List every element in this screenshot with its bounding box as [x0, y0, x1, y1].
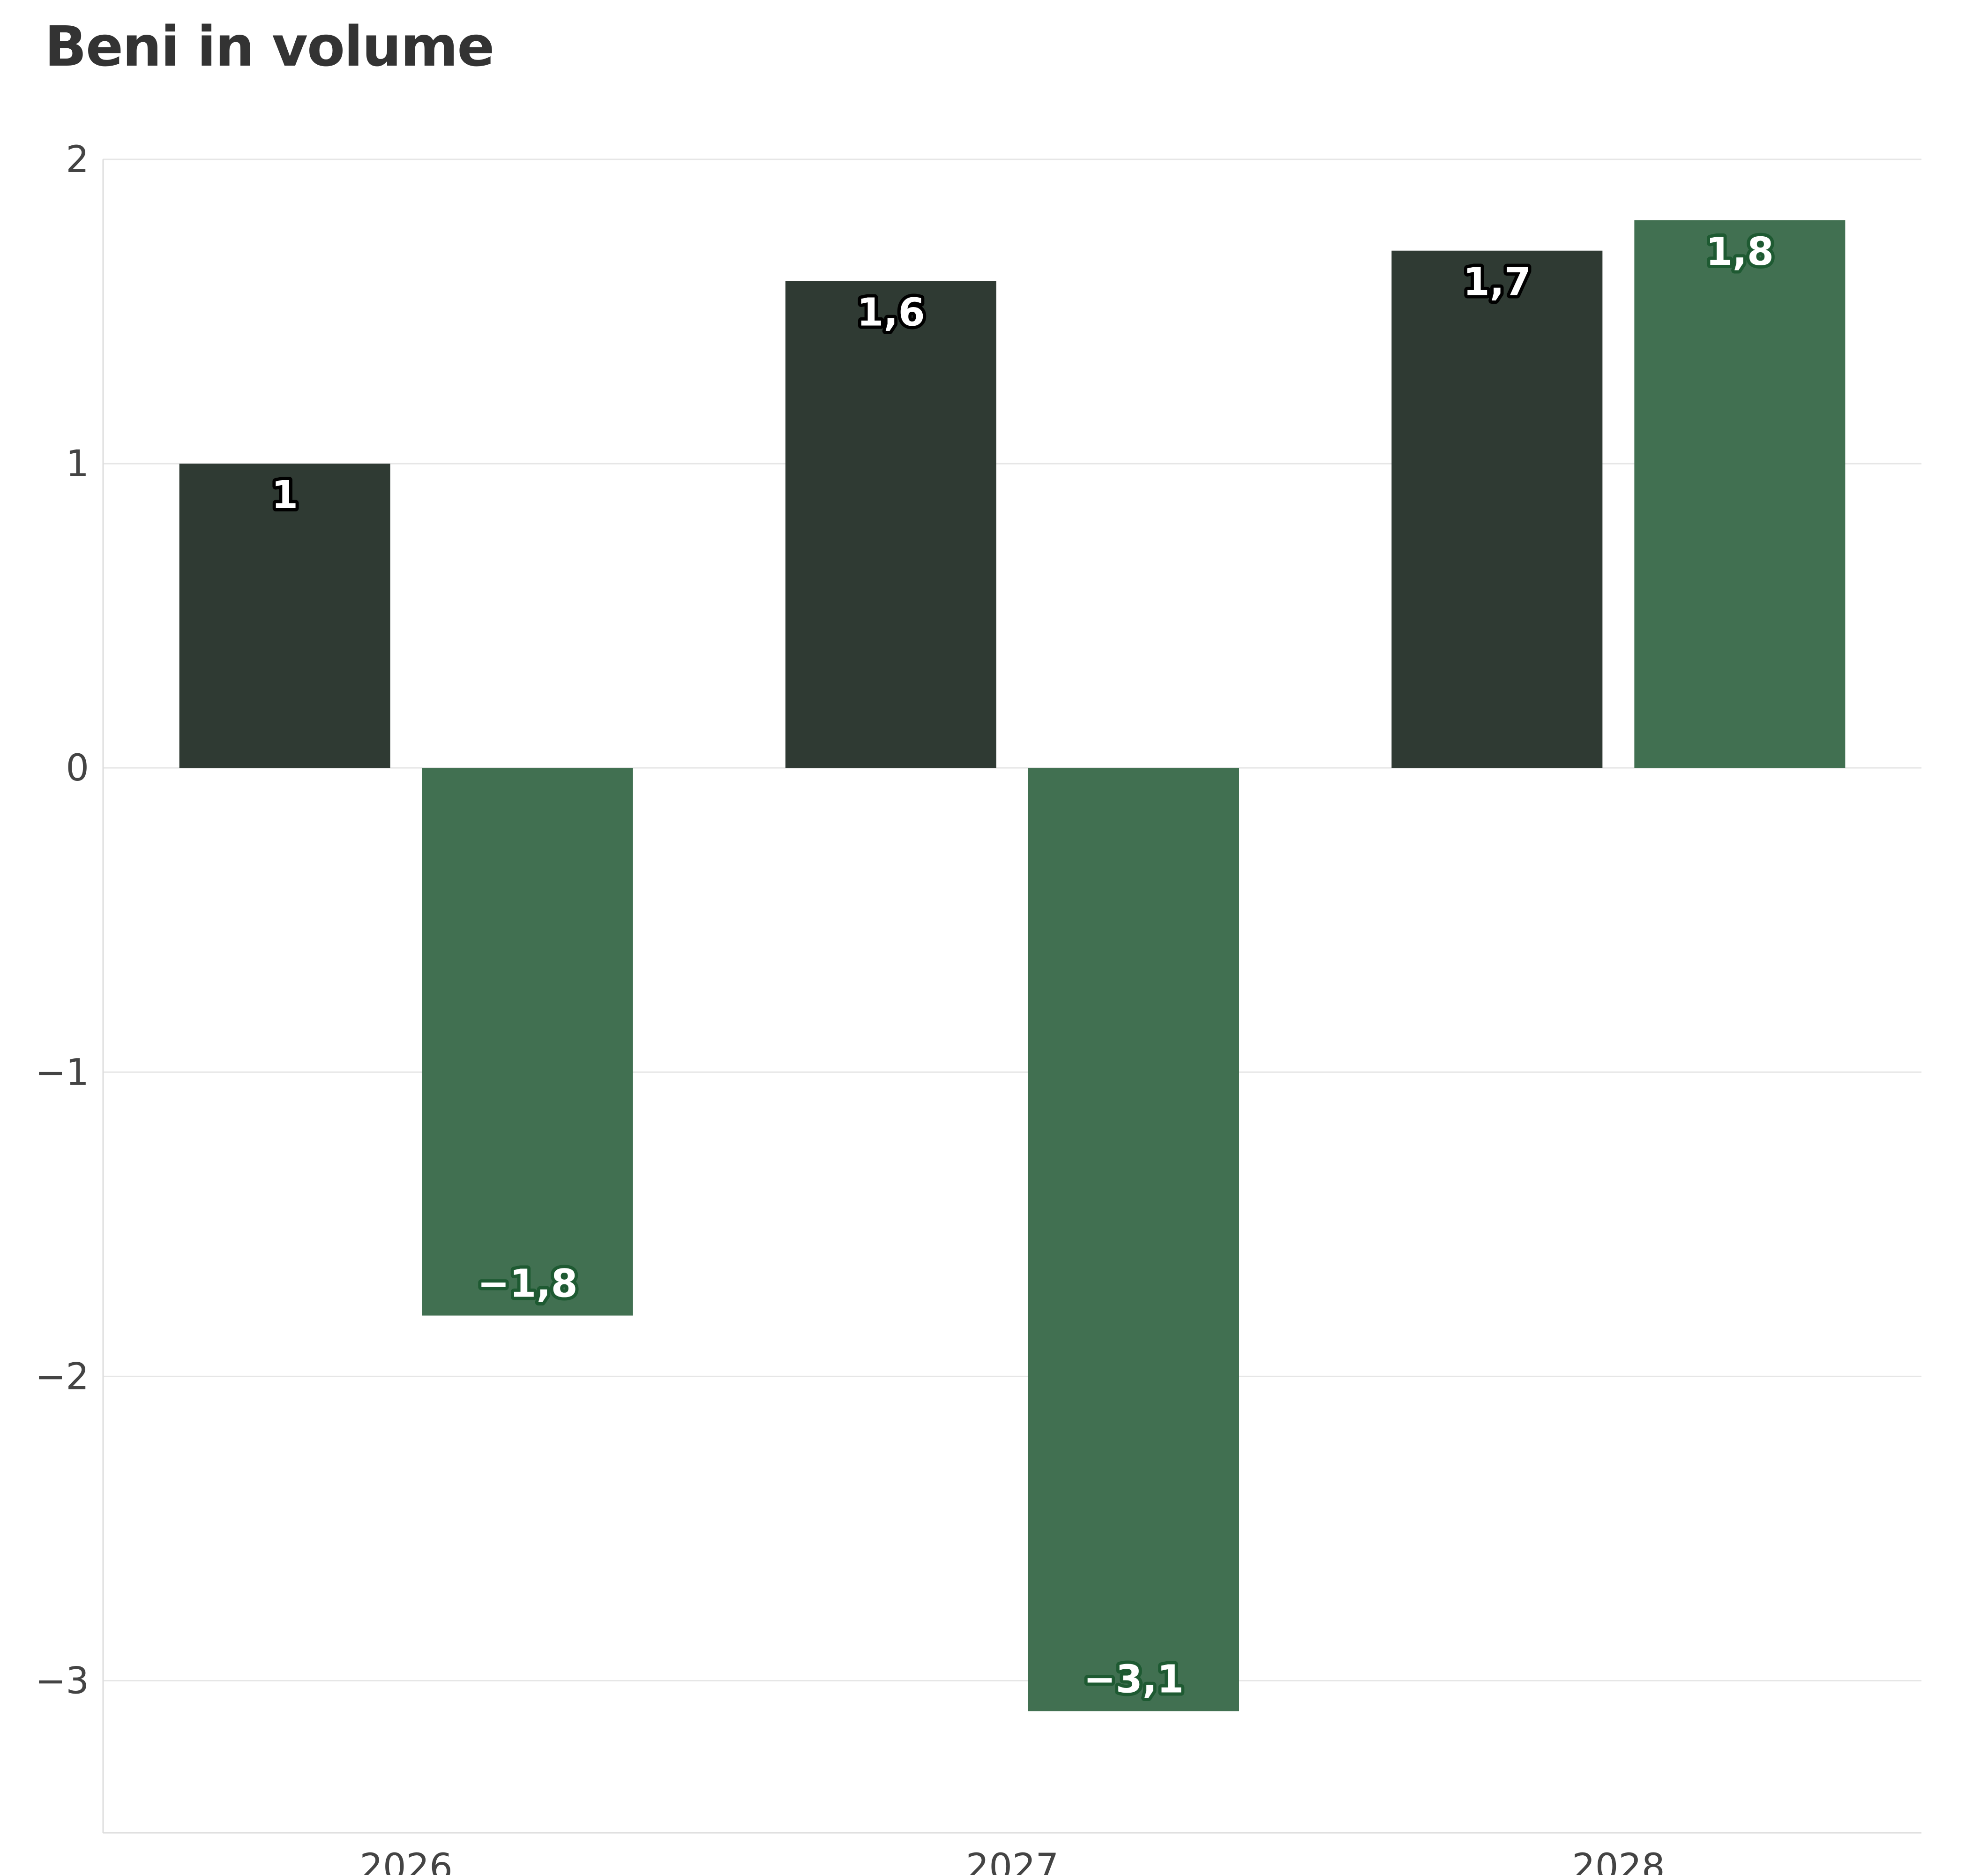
x-tick-label: 2026 — [359, 1846, 453, 1875]
bar[interactable] — [1634, 220, 1846, 768]
y-tick-label: −1 — [35, 1051, 89, 1094]
data-label: 1,8 — [1706, 230, 1774, 274]
data-label: −1,8 — [478, 1262, 578, 1306]
x-tick-label: 2028 — [1572, 1846, 1665, 1875]
x-tick-label: 2027 — [966, 1846, 1059, 1875]
y-tick-label: 2 — [66, 139, 89, 181]
chart-title: Beni in volume — [45, 14, 494, 79]
data-label: 1,6 — [857, 291, 925, 335]
data-label: 1 — [271, 473, 298, 518]
y-tick-label: 1 — [66, 443, 89, 485]
y-tick-label: 0 — [66, 747, 89, 789]
bar[interactable] — [1391, 250, 1603, 768]
data-label: −3,1 — [1084, 1657, 1184, 1702]
y-tick-label: −2 — [35, 1356, 89, 1398]
tick-labels-layer: 2 1 0 −1 −2 −3 2026 2027 2028 — [35, 139, 1665, 1875]
grid-layer — [102, 158, 1921, 1834]
data-labels-layer: 1 −1,8 1,6 −3,1 1,7 1,8 — [268, 226, 1777, 1705]
bar[interactable] — [179, 464, 390, 768]
bar[interactable] — [422, 768, 633, 1316]
bar[interactable] — [785, 281, 996, 768]
bar[interactable] — [1028, 768, 1239, 1711]
y-tick-label: −3 — [35, 1660, 89, 1702]
bars-layer — [179, 220, 1846, 1711]
data-label: 1,7 — [1463, 260, 1531, 305]
